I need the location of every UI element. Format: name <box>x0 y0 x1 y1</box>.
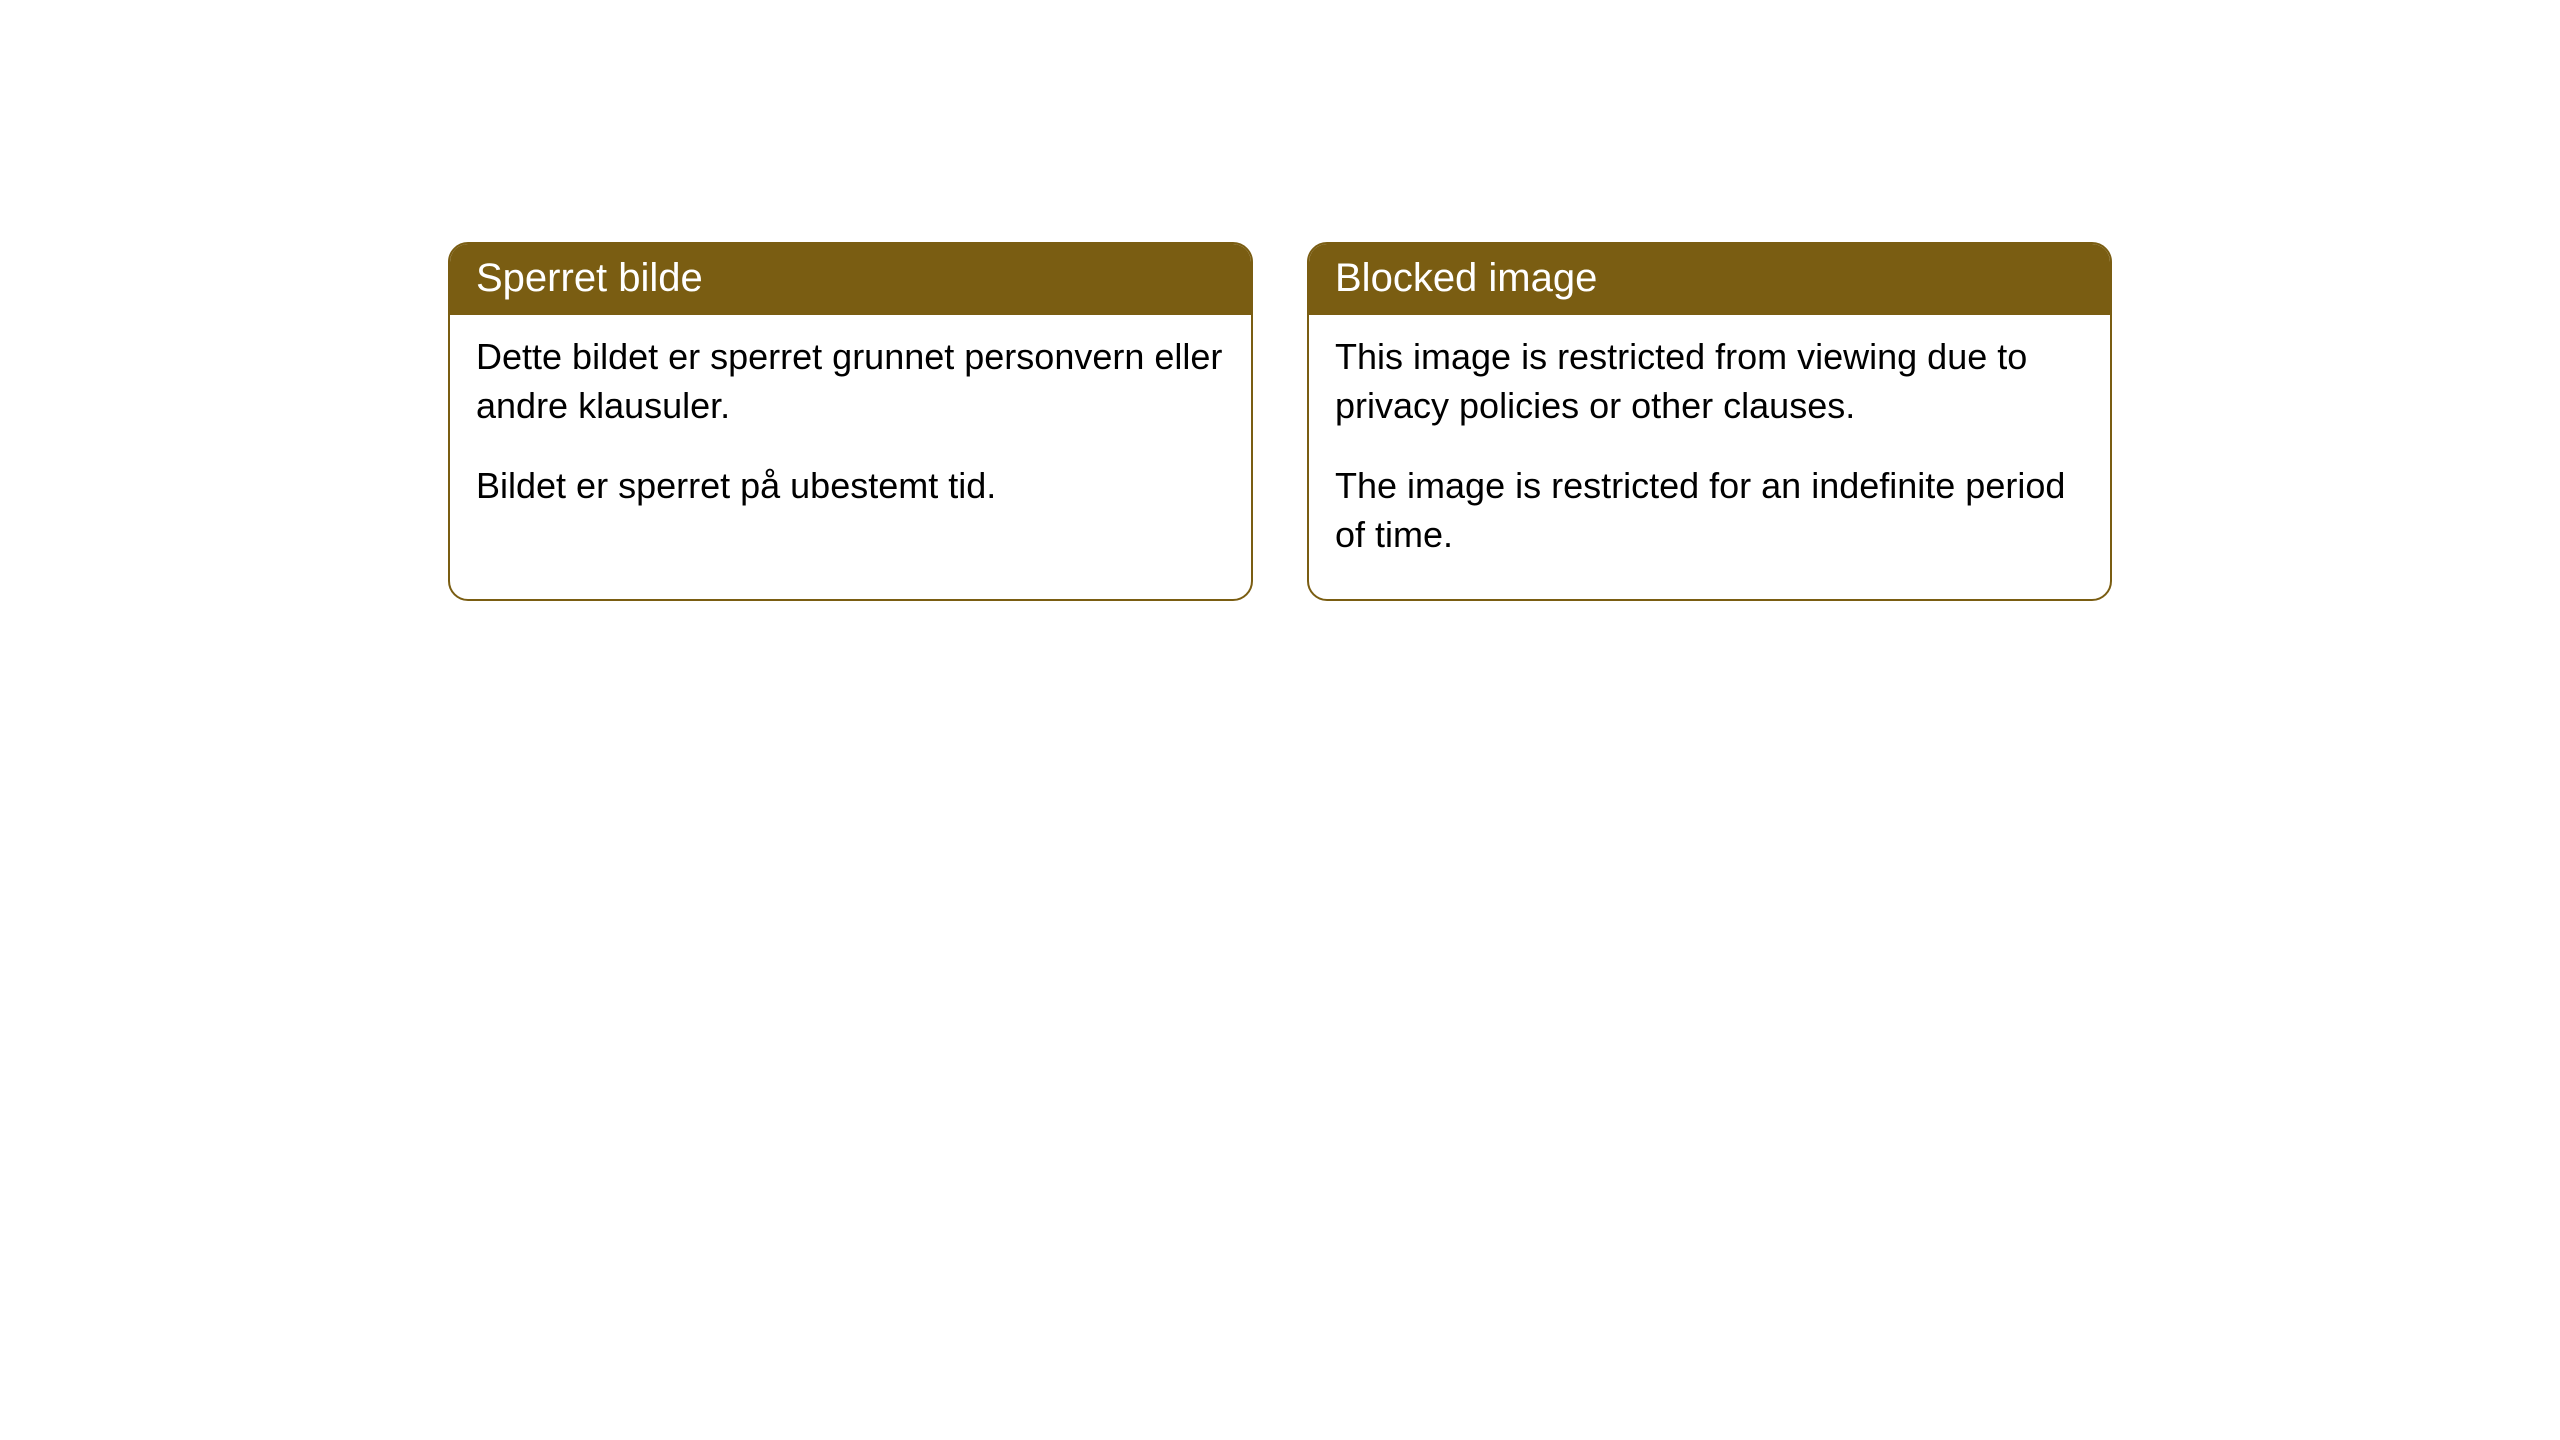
notice-card-norwegian: Sperret bilde Dette bildet er sperret gr… <box>448 242 1253 601</box>
card-paragraph: The image is restricted for an indefinit… <box>1335 462 2084 559</box>
card-header-norwegian: Sperret bilde <box>450 244 1251 315</box>
card-paragraph: Dette bildet er sperret grunnet personve… <box>476 333 1225 430</box>
card-header-english: Blocked image <box>1309 244 2110 315</box>
notice-card-english: Blocked image This image is restricted f… <box>1307 242 2112 601</box>
card-paragraph: Bildet er sperret på ubestemt tid. <box>476 462 1225 511</box>
card-body-english: This image is restricted from viewing du… <box>1309 315 2110 599</box>
card-body-norwegian: Dette bildet er sperret grunnet personve… <box>450 315 1251 551</box>
card-paragraph: This image is restricted from viewing du… <box>1335 333 2084 430</box>
notice-cards-container: Sperret bilde Dette bildet er sperret gr… <box>448 242 2112 601</box>
